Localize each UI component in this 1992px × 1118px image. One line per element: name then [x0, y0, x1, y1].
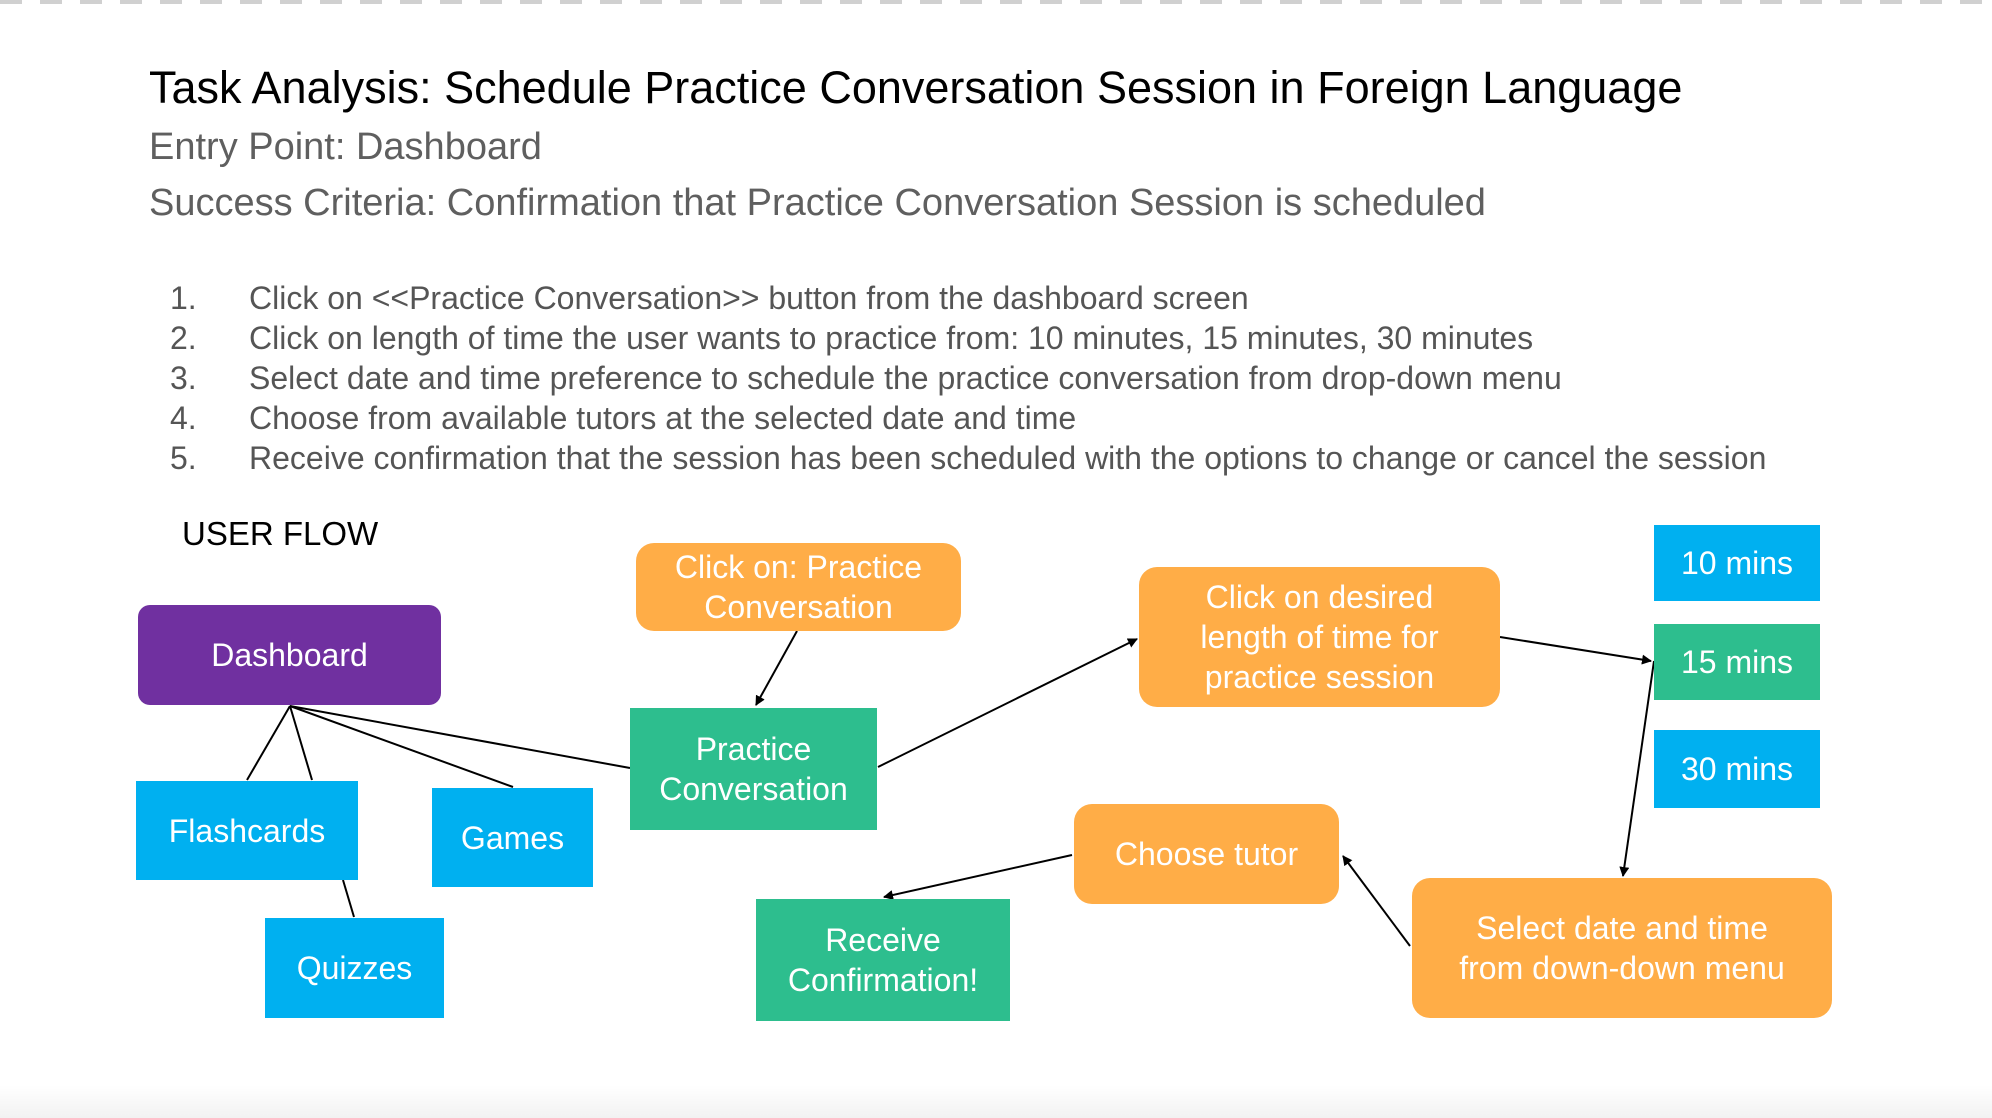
step-number: 4. — [170, 400, 197, 436]
edge-dashboard-flashcards-2 — [289, 705, 313, 781]
edge-flashcards-quizzes — [342, 879, 355, 918]
step-text: Choose from available tutors at the sele… — [249, 400, 1077, 436]
practice-conversation-node: Practice Conversation — [630, 708, 877, 830]
node-label-line: practice session — [1204, 659, 1435, 695]
edge-select-choose — [1342, 855, 1411, 947]
select-date-time-node: Select date and time from down-down menu — [1412, 878, 1832, 1018]
entry-point: Entry Point: Dashboard — [149, 126, 542, 168]
node-label-line: Click on: Practice — [674, 549, 923, 585]
edge-fifteen-select — [1619, 660, 1655, 877]
choose-tutor-node: Choose tutor — [1074, 804, 1339, 904]
thirty-mins-node: 30 mins — [1654, 730, 1820, 808]
node-label-line: Conversation — [704, 589, 893, 625]
dashboard-node: Dashboard — [138, 605, 441, 705]
fifteen-mins-node: 15 mins — [1654, 624, 1820, 700]
edge-dashboard-practice — [289, 705, 631, 769]
node-label-line: Click on desired — [1205, 579, 1434, 615]
step-text: Receive confirmation that the session ha… — [249, 440, 1767, 476]
node-label: Games — [460, 819, 565, 856]
bottom-shadow — [0, 1085, 1992, 1118]
node-label-line: from down-down menu — [1459, 950, 1785, 986]
user-flow-label: USER FLOW — [182, 515, 379, 552]
node-label-line: Conversation — [659, 771, 848, 807]
node-label: Choose tutor — [1114, 836, 1299, 872]
node-label: Flashcards — [168, 812, 326, 849]
step-number: 5. — [170, 440, 197, 476]
node-label: Quizzes — [296, 950, 413, 986]
step-text: Select date and time preference to sched… — [249, 360, 1562, 396]
step-number: 3. — [170, 360, 197, 396]
page-title: Task Analysis: Schedule Practice Convers… — [149, 62, 1683, 113]
node-label: 30 mins — [1680, 751, 1794, 787]
quizzes-node: Quizzes — [265, 918, 444, 1018]
edge-desired-fifteen — [1499, 636, 1652, 665]
edge-click-practice — [755, 630, 798, 706]
ten-mins-node: 10 mins — [1654, 525, 1820, 601]
node-label: 10 mins — [1680, 545, 1794, 581]
node-label-line: Receive — [825, 922, 941, 958]
click-desired-length-node: Click on desired length of time for prac… — [1139, 567, 1500, 707]
top-divider — [0, 0, 1992, 4]
click-practice-conversation-node: Click on: Practice Conversation — [636, 543, 961, 631]
node-label-line: Practice — [695, 731, 812, 767]
edge-dashboard-games — [289, 705, 514, 788]
edge-dashboard-flashcards — [246, 705, 291, 781]
step-number: 2. — [170, 320, 197, 356]
step-text: Click on <<Practice Conversation>> butto… — [249, 280, 1249, 316]
games-node: Games — [432, 788, 593, 887]
node-label: 15 mins — [1680, 644, 1794, 680]
edge-choose-receive — [883, 854, 1073, 900]
success-criteria: Success Criteria: Confirmation that Prac… — [149, 182, 1486, 224]
node-label-line: Confirmation! — [787, 962, 979, 998]
step-number: 1. — [170, 280, 197, 316]
node-label-line: Select date and time — [1476, 910, 1768, 946]
flashcards-node: Flashcards — [136, 781, 358, 880]
node-label: Dashboard — [211, 637, 368, 673]
edge-practice-desired — [877, 638, 1138, 768]
step-text: Click on length of time the user wants t… — [249, 320, 1534, 356]
receive-confirmation-node: Receive Confirmation! — [756, 899, 1010, 1021]
node-label-line: length of time for — [1200, 619, 1439, 655]
